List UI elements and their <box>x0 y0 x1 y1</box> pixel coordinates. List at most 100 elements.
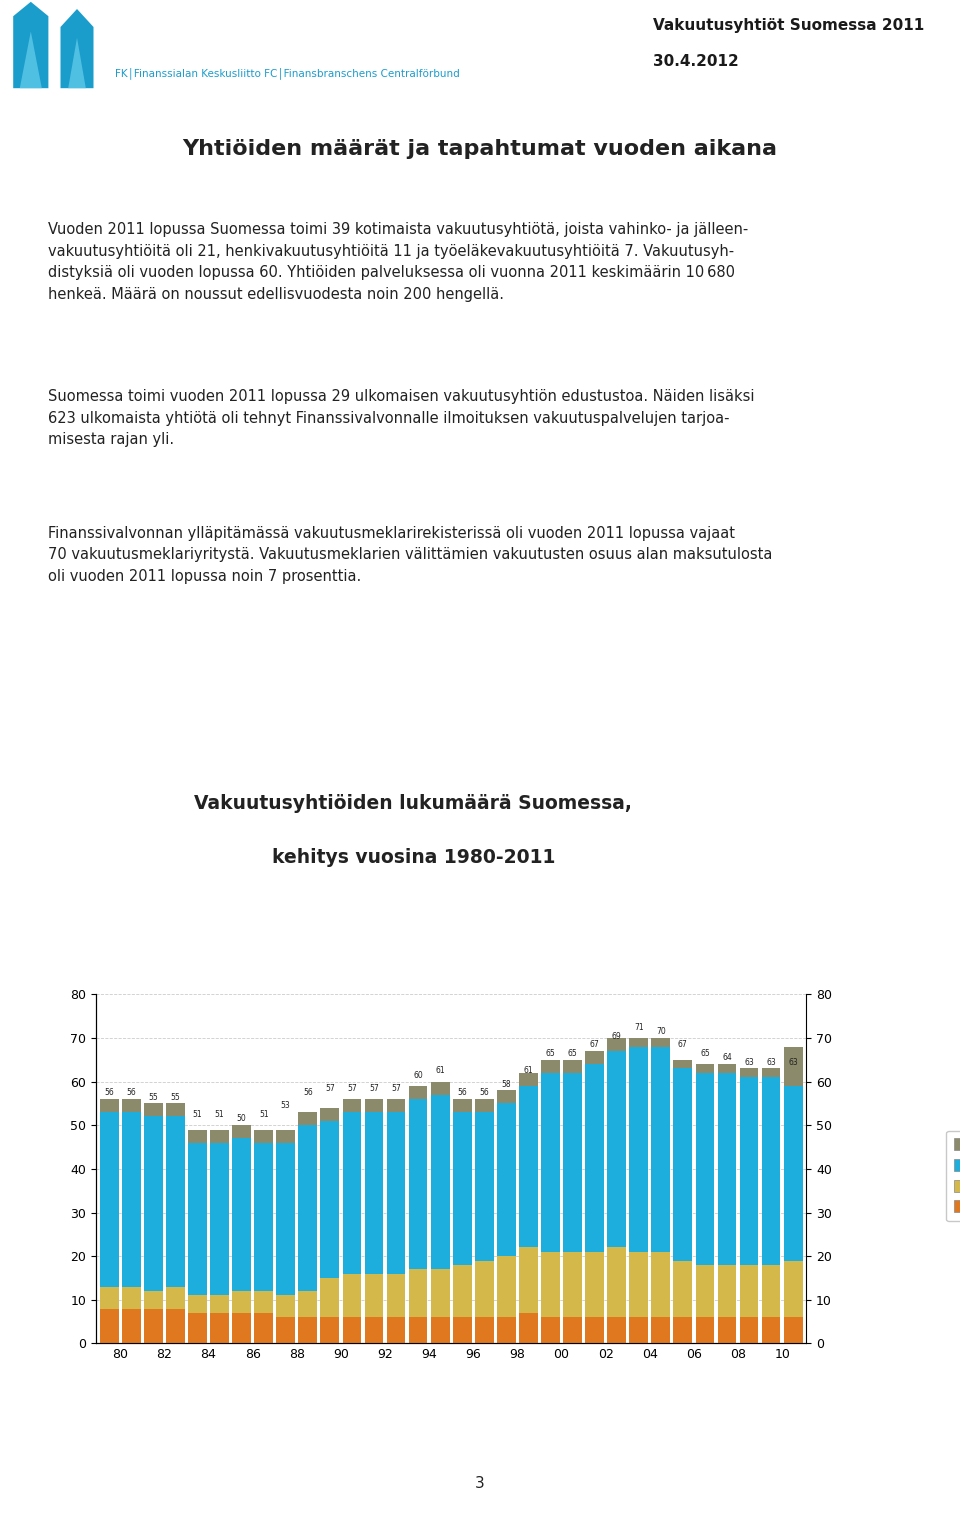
Bar <box>299 1290 317 1318</box>
Bar <box>254 1129 273 1143</box>
Bar <box>431 1269 449 1318</box>
Bar <box>122 1113 141 1287</box>
Bar <box>652 1318 670 1343</box>
Bar <box>232 1313 251 1343</box>
Bar <box>188 1295 206 1313</box>
Text: 51: 51 <box>259 1110 269 1119</box>
Bar <box>783 1318 803 1343</box>
Bar <box>321 1120 339 1278</box>
Bar <box>696 1264 714 1318</box>
Bar <box>497 1318 516 1343</box>
Text: 57: 57 <box>369 1084 379 1093</box>
Bar <box>696 1073 714 1264</box>
Bar <box>630 1318 648 1343</box>
Text: 57: 57 <box>348 1084 357 1093</box>
Bar <box>630 1038 648 1047</box>
Bar <box>144 1290 163 1309</box>
Text: Suomessa toimi vuoden 2011 lopussa 29 ulkomaisen vakuutusyhtiön edustustoa. Näid: Suomessa toimi vuoden 2011 lopussa 29 ul… <box>48 389 755 448</box>
Bar <box>210 1143 228 1295</box>
Bar <box>232 1125 251 1138</box>
Text: 56: 56 <box>479 1088 490 1098</box>
Text: 65: 65 <box>567 1049 577 1058</box>
Text: FK│Finanssialan Keskusliitto FC│Finansbranschens Centralförbund: FK│Finanssialan Keskusliitto FC│Finansbr… <box>115 67 460 79</box>
Bar <box>761 1264 780 1318</box>
Bar <box>717 1073 736 1264</box>
Bar <box>739 1318 758 1343</box>
Text: 56: 56 <box>105 1088 114 1098</box>
Text: 53: 53 <box>281 1102 291 1110</box>
Text: 70: 70 <box>656 1028 665 1037</box>
Bar <box>387 1113 405 1274</box>
Bar <box>166 1117 184 1287</box>
Bar <box>519 1248 538 1313</box>
Bar <box>674 1260 692 1318</box>
Bar <box>630 1047 648 1252</box>
Text: 61: 61 <box>523 1067 533 1075</box>
Bar <box>254 1143 273 1290</box>
Text: Vakuutusyhtiöt Suomessa 2011: Vakuutusyhtiöt Suomessa 2011 <box>653 18 924 33</box>
Bar <box>100 1099 119 1113</box>
Bar <box>365 1274 383 1318</box>
Text: Yhtiöiden määrät ja tapahtumat vuoden aikana: Yhtiöiden määrät ja tapahtumat vuoden ai… <box>182 138 778 158</box>
Polygon shape <box>20 32 42 88</box>
Bar <box>409 1085 427 1099</box>
Bar <box>276 1129 295 1143</box>
Bar <box>188 1313 206 1343</box>
Bar <box>254 1290 273 1313</box>
Bar <box>564 1318 582 1343</box>
Bar <box>210 1295 228 1313</box>
Text: 57: 57 <box>391 1084 401 1093</box>
Bar <box>431 1094 449 1269</box>
Bar <box>717 1264 736 1318</box>
Text: 67: 67 <box>678 1040 687 1049</box>
Text: 56: 56 <box>303 1088 313 1098</box>
Bar <box>122 1099 141 1113</box>
Bar <box>100 1309 119 1343</box>
Text: kehitys vuosina 1980-2011: kehitys vuosina 1980-2011 <box>272 847 555 867</box>
Bar <box>321 1278 339 1318</box>
Bar <box>608 1050 626 1248</box>
Bar <box>321 1318 339 1343</box>
Polygon shape <box>68 38 85 88</box>
Bar <box>453 1264 471 1318</box>
Bar <box>608 1248 626 1318</box>
Bar <box>166 1309 184 1343</box>
Bar <box>497 1090 516 1104</box>
Text: 67: 67 <box>589 1040 599 1049</box>
Bar <box>232 1290 251 1313</box>
Bar <box>497 1257 516 1318</box>
Bar <box>321 1108 339 1120</box>
Text: 30.4.2012: 30.4.2012 <box>653 53 738 68</box>
Bar <box>652 1252 670 1318</box>
Bar <box>586 1050 604 1064</box>
Text: 71: 71 <box>634 1023 643 1032</box>
Bar <box>652 1038 670 1047</box>
Text: 64: 64 <box>722 1053 732 1063</box>
Legend: Ulkomaiset yhtiöt, Vahinkoyhtiöt, Henkiyhtiöt, Työeläkeyhtiöt: Ulkomaiset yhtiöt, Vahinkoyhtiöt, Henkiy… <box>947 1131 960 1220</box>
Bar <box>365 1318 383 1343</box>
Bar <box>365 1113 383 1274</box>
Bar <box>409 1099 427 1269</box>
Bar <box>761 1318 780 1343</box>
Bar <box>100 1287 119 1309</box>
Bar <box>144 1117 163 1290</box>
Bar <box>586 1252 604 1318</box>
Bar <box>541 1252 560 1318</box>
Bar <box>343 1113 361 1274</box>
Text: Finanssivalvonnan ylläpitämässä vakuutusmeklarirekisterissä oli vuoden 2011 lopu: Finanssivalvonnan ylläpitämässä vakuutus… <box>48 525 773 584</box>
Bar <box>453 1099 471 1113</box>
Text: 50: 50 <box>237 1114 247 1123</box>
Text: Vakuutusyhtiöiden lukumäärä Suomessa,: Vakuutusyhtiöiden lukumäärä Suomessa, <box>195 794 633 814</box>
Bar <box>674 1060 692 1069</box>
Bar <box>343 1318 361 1343</box>
Bar <box>475 1260 493 1318</box>
Bar <box>564 1073 582 1252</box>
Text: 63: 63 <box>744 1058 754 1067</box>
Bar <box>188 1129 206 1143</box>
Bar <box>652 1047 670 1252</box>
Text: 58: 58 <box>501 1079 511 1088</box>
Bar <box>431 1318 449 1343</box>
Text: 55: 55 <box>149 1093 158 1102</box>
Bar <box>739 1078 758 1264</box>
Bar <box>343 1274 361 1318</box>
